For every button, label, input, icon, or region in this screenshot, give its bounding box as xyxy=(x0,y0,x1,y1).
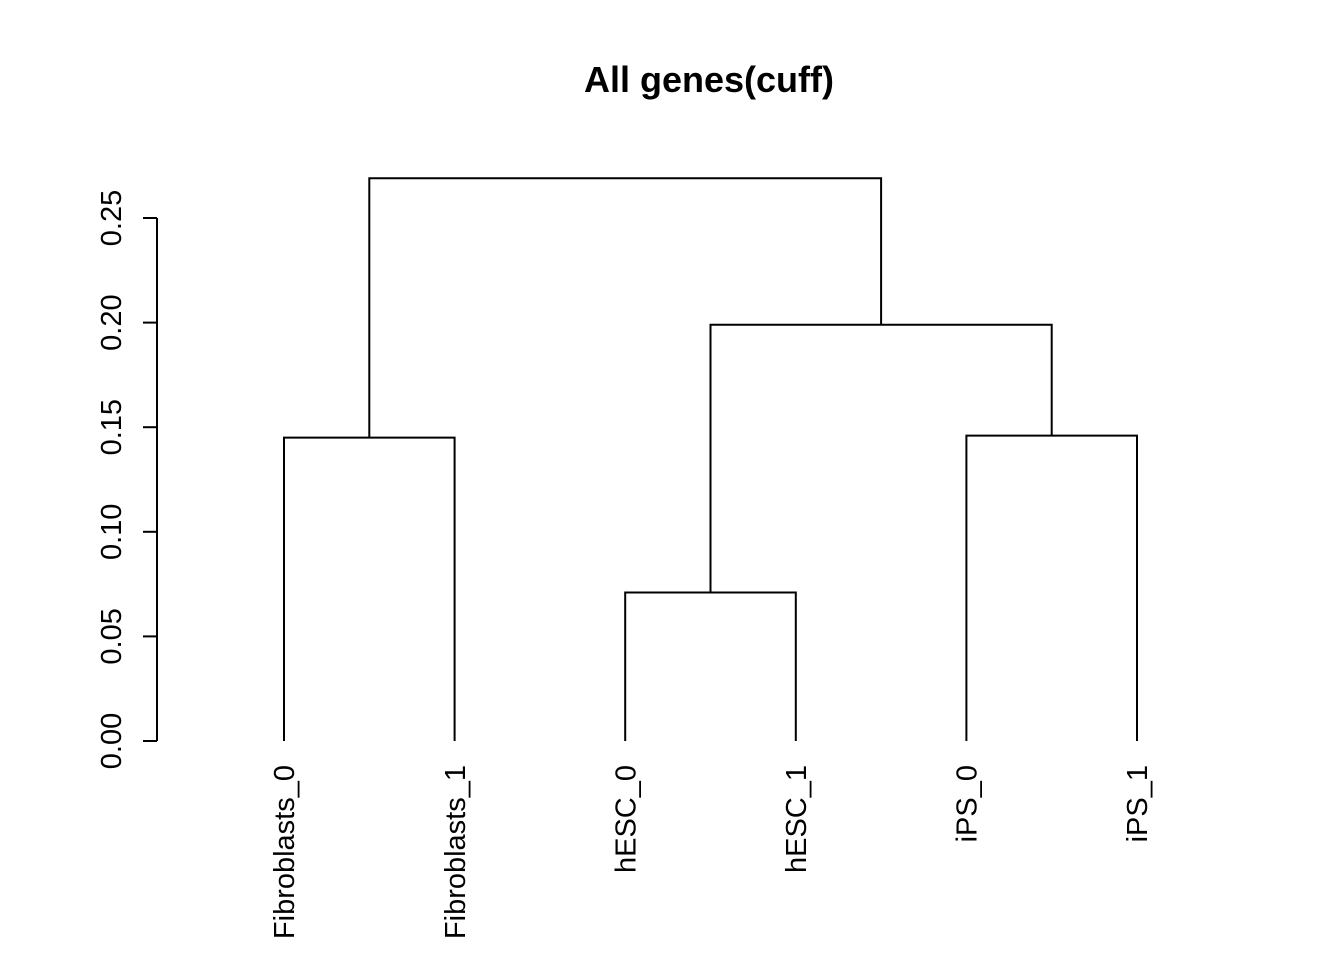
leaf-label: Fibroblasts_1 xyxy=(440,765,472,939)
chart-title: All genes(cuff) xyxy=(584,59,834,100)
dendrogram-branch xyxy=(965,434,1138,741)
leaf-label: hESC_0 xyxy=(610,765,642,873)
y-tick-label: 0.20 xyxy=(96,294,128,350)
y-tick-label: 0.00 xyxy=(96,713,128,769)
dendrogram-branch xyxy=(624,591,797,741)
y-tick-label: 0.10 xyxy=(96,504,128,560)
leaf-labels: Fibroblasts_0 Fibroblasts_1 hESC_0 hESC_1 iP… xyxy=(269,765,1154,939)
dendrogram-branch xyxy=(283,436,456,741)
y-tick-label: 0.15 xyxy=(96,399,128,455)
y-tick-label: 0.25 xyxy=(96,190,128,246)
leaf-label: Fibroblasts_0 xyxy=(269,765,301,939)
dendrogram-branches xyxy=(283,177,1138,741)
y-axis: 0.00 0.05 0.10 0.15 0.20 0.25 xyxy=(96,190,158,769)
dendrogram-branch xyxy=(709,323,1053,593)
dendrogram-branch xyxy=(368,177,883,438)
leaf-label: iPS_0 xyxy=(952,765,984,842)
leaf-label: hESC_1 xyxy=(781,765,813,873)
leaf-label: iPS_1 xyxy=(1122,765,1154,842)
y-tick-label: 0.05 xyxy=(96,608,128,664)
